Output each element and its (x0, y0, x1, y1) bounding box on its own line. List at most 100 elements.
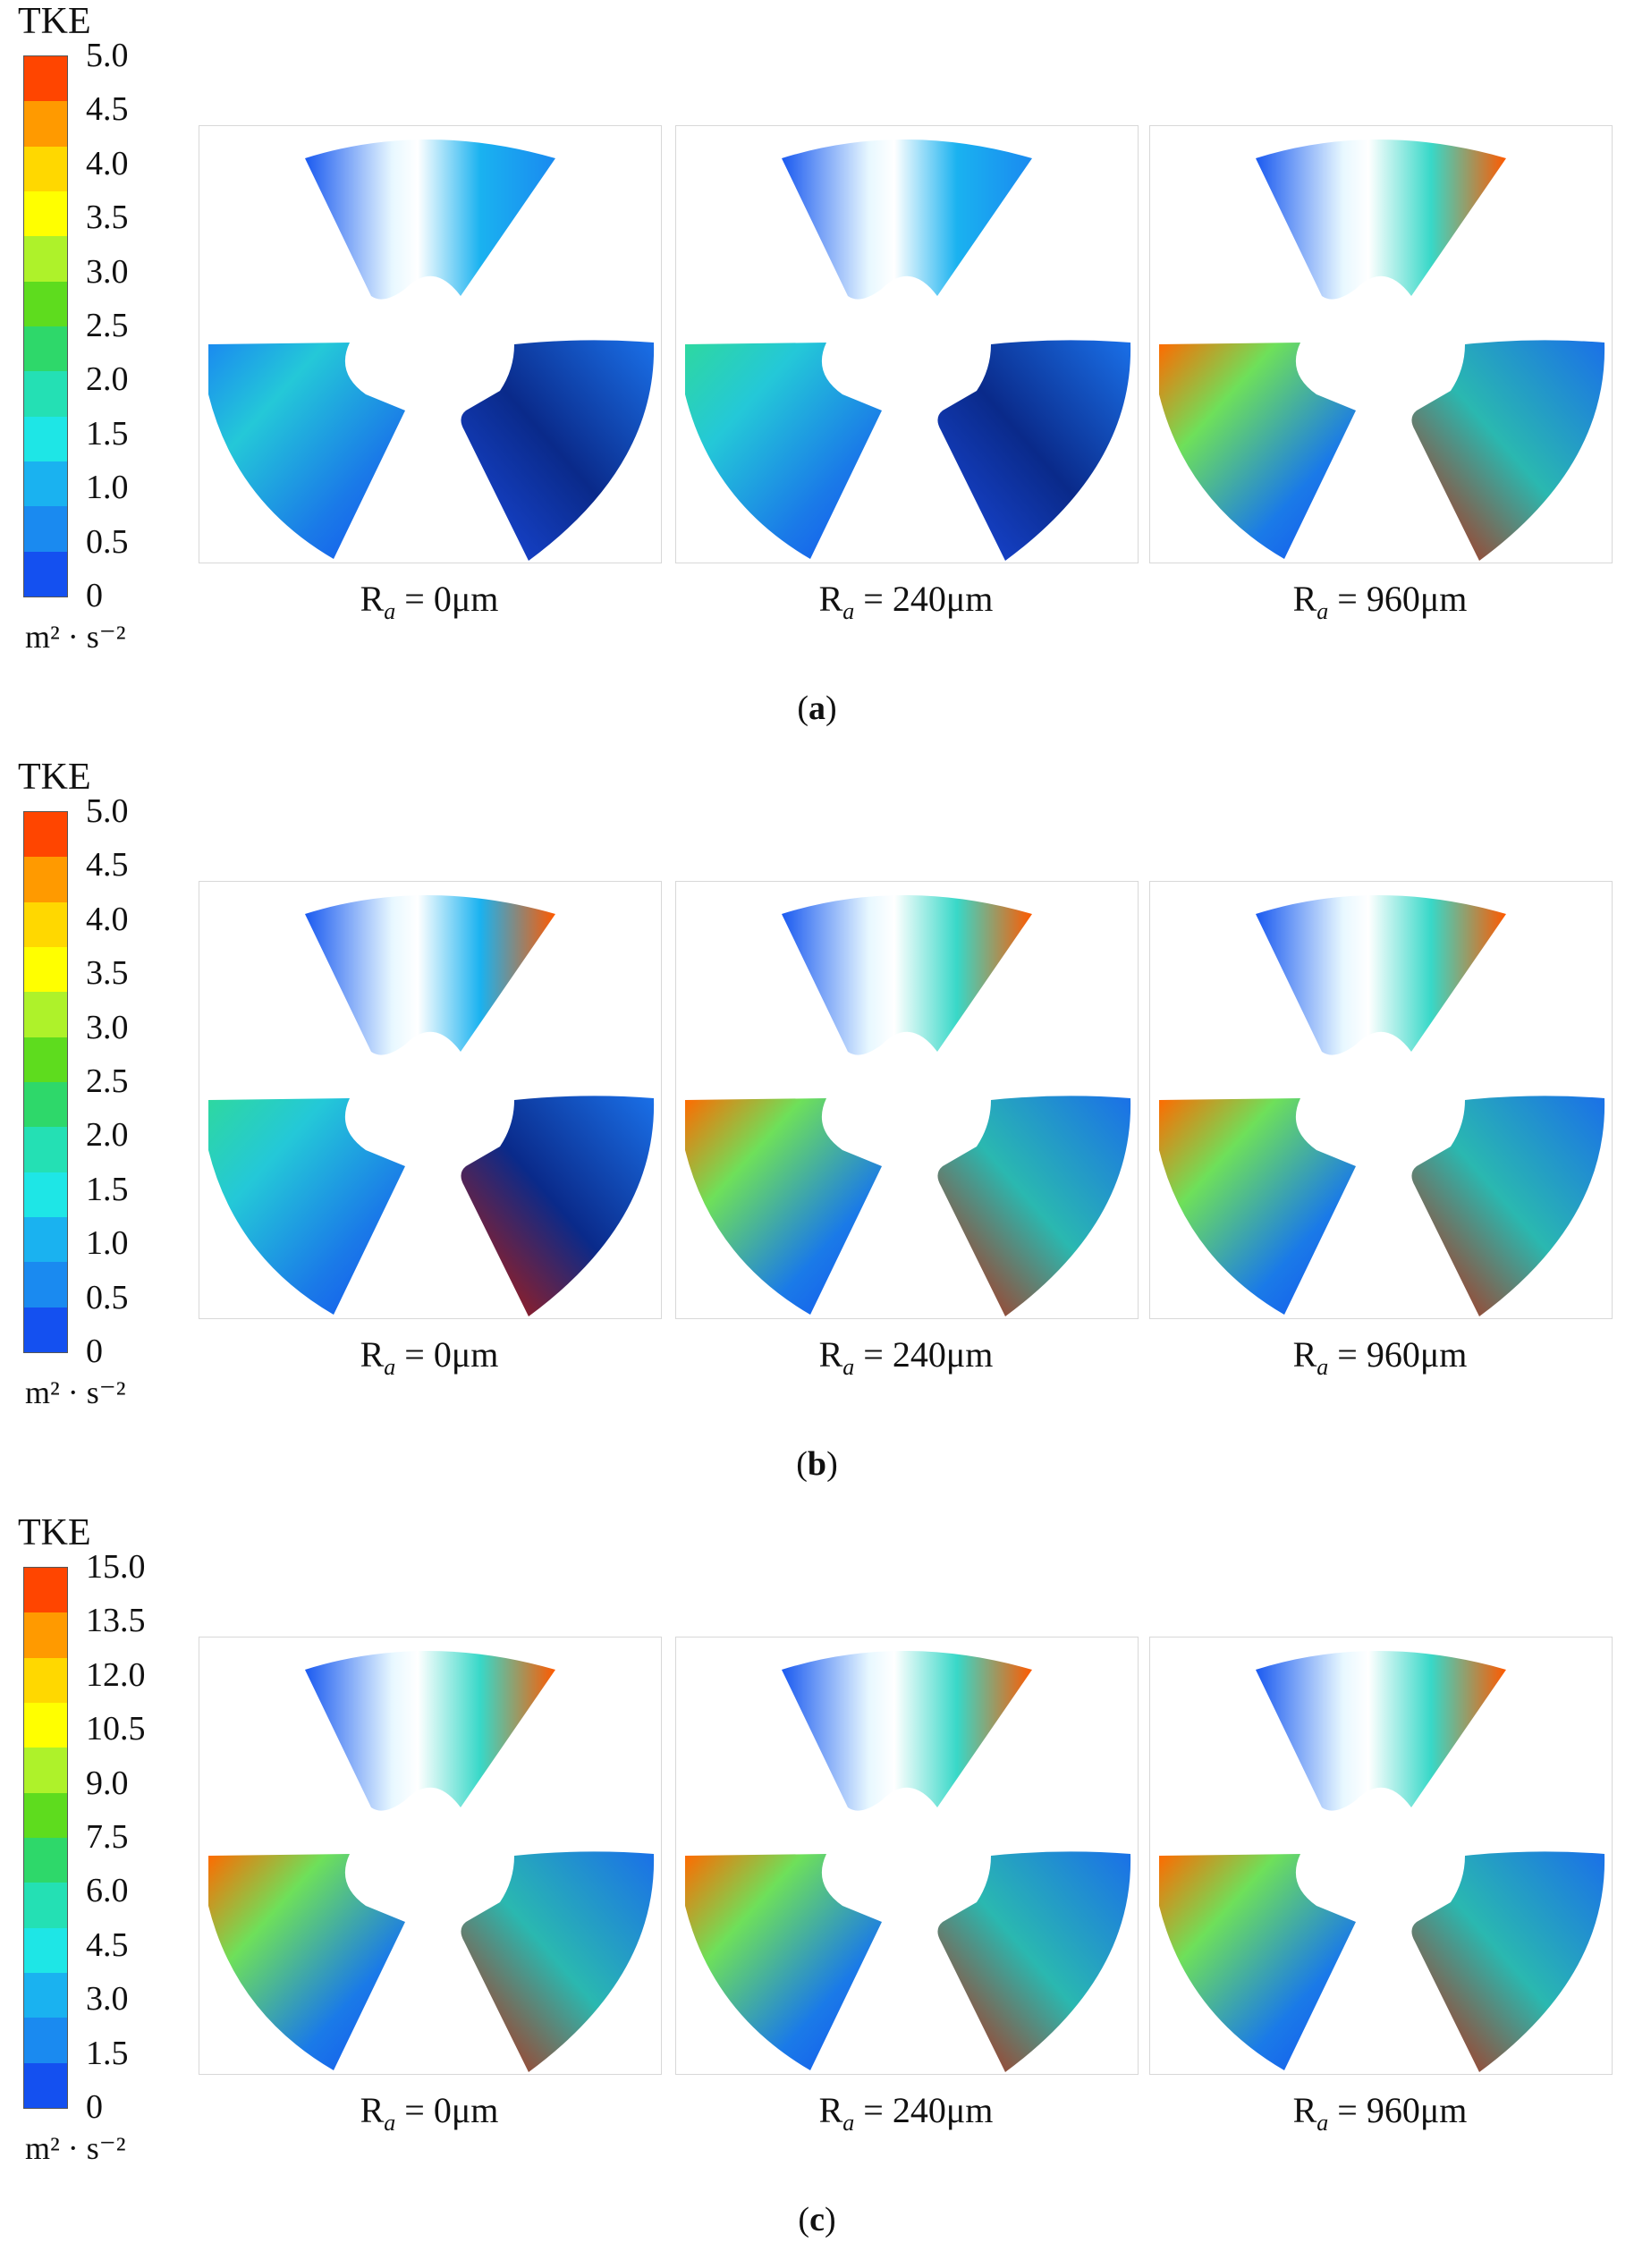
colorbar-swatch (24, 461, 67, 507)
roughness-value: = 240μm (854, 2090, 994, 2130)
roughness-subscript: a (384, 1354, 396, 1380)
colorbar-swatch (24, 2018, 67, 2063)
colorbar-swatch (24, 2062, 67, 2108)
colorbar-legend: TKE 5.0 4.5 4.0 3.5 3.0 2.5 2.0 1.5 1.0 0.5 0 m² · s… (13, 0, 191, 680)
colorbar-tick-label: 0.5 (86, 1278, 129, 1316)
colorbar-swatch (24, 946, 67, 993)
figure-row-c: TKE 15.0 13.5 12.0 10.5 9.0 7.5 6.0 4.5 3.0 1.5 0 m²… (0, 1511, 1634, 2263)
colorbar-tick-label: 0 (86, 2088, 103, 2126)
colorbar-tick-label: 3.0 (86, 252, 129, 291)
roughness-subscript: a (384, 598, 396, 624)
colorbar-tick-label: 5.0 (86, 792, 129, 830)
top-blade-contour (1256, 895, 1506, 1055)
contour-panel (199, 125, 662, 563)
roughness-value: = 240μm (854, 1334, 994, 1375)
right-blade-contour (937, 1096, 1131, 1316)
colorbar-swatch (24, 416, 67, 461)
roughness-symbol: R (818, 1334, 843, 1375)
roughness-symbol: R (360, 579, 385, 619)
colorbar-tick-label: 3.0 (86, 1980, 129, 2018)
top-blade-contour (305, 1651, 555, 1811)
roughness-symbol: R (1292, 579, 1317, 619)
contour-plot (685, 1651, 1131, 2072)
subfigure-letter: c (809, 2201, 825, 2238)
colorbar-swatch (24, 281, 67, 326)
legend-title: TKE (18, 757, 91, 798)
contour-plot (1159, 140, 1605, 561)
roughness-symbol: R (360, 1334, 385, 1375)
colorbar-tick-label: 6.0 (86, 1872, 129, 1910)
contour-panel (675, 1637, 1139, 2075)
colorbar-swatch (24, 1792, 67, 1838)
colorbar-swatch (24, 1216, 67, 1263)
colorbar-tick-label: 2.0 (86, 360, 129, 399)
contour-panel (1149, 125, 1613, 563)
colorbar-tick-label: 10.5 (86, 1710, 146, 1748)
roughness-subscript: a (842, 1354, 855, 1380)
right-blade-contour (1411, 1096, 1605, 1316)
roughness-subscript: a (1317, 1354, 1329, 1380)
subfigure-caption: (c) (798, 2201, 836, 2238)
right-blade-contour (461, 1096, 655, 1316)
roughness-subscript: a (1317, 2110, 1329, 2136)
colorbar-swatch (24, 1568, 67, 1613)
left-blade-contour (1159, 1098, 1356, 1315)
colorbar-legend: TKE 15.0 13.5 12.0 10.5 9.0 7.5 6.0 4.5 3.0 1.5 0 m²… (13, 1511, 191, 2191)
roughness-subscript: a (842, 598, 855, 624)
roughness-value: = 960μm (1328, 1334, 1468, 1375)
colorbar-tick-label: 3.5 (86, 954, 129, 993)
roughness-label: Ra = 240μm (675, 1335, 1137, 1387)
figure-row-b: TKE 5.0 4.5 4.0 3.5 3.0 2.5 2.0 1.5 1.0 0.5 0 m² · s… (0, 756, 1634, 1507)
colorbar-swatch (24, 1172, 67, 1217)
top-blade-contour (782, 895, 1032, 1055)
colorbar-swatch (24, 1127, 67, 1172)
right-blade-contour (1411, 340, 1605, 561)
left-blade-contour (685, 1854, 882, 2070)
colorbar-swatch (24, 812, 67, 858)
colorbar-unit: m² · s⁻² (25, 1375, 126, 1410)
colorbar-swatch (24, 146, 67, 191)
top-blade-contour (782, 1651, 1032, 1811)
colorbar-swatch (24, 371, 67, 417)
colorbar-swatch (24, 1927, 67, 1973)
contour-panel (675, 125, 1139, 563)
colorbar-tick-label: 1.0 (86, 1224, 129, 1263)
colorbar-tick-label: 4.0 (86, 144, 129, 182)
colorbar-tick-label: 2.5 (86, 1062, 129, 1100)
contour-plot (1159, 895, 1605, 1316)
colorbar-swatch (24, 56, 67, 102)
colorbar (23, 811, 68, 1353)
roughness-subscript: a (384, 2110, 396, 2136)
colorbar (23, 55, 68, 597)
colorbar-tick-label: 4.5 (86, 1925, 129, 1964)
colorbar-tick-label: 2.0 (86, 1116, 129, 1155)
colorbar-swatch (24, 326, 67, 372)
contour-plot (208, 1651, 655, 2072)
colorbar-swatch (24, 1037, 67, 1082)
colorbar-tick-label: 3.5 (86, 199, 129, 237)
contour-panel (199, 1637, 662, 2075)
colorbar-swatch (24, 236, 67, 282)
roughness-label: Ra = 240μm (675, 580, 1137, 631)
colorbar-tick-label: 9.0 (86, 1764, 129, 1802)
top-blade-contour (1256, 1651, 1506, 1811)
colorbar-swatch (24, 1702, 67, 1748)
roughness-symbol: R (1292, 2090, 1317, 2130)
colorbar (23, 1567, 68, 2109)
contour-plot (1159, 1651, 1605, 2072)
roughness-label: Ra = 240μm (675, 2091, 1137, 2143)
subfigure-caption: (b) (796, 1445, 838, 1483)
colorbar-tick-label: 5.0 (86, 37, 129, 74)
roughness-value: = 0μm (395, 2090, 499, 2130)
colorbar-tick-label: 12.0 (86, 1655, 146, 1694)
left-blade-contour (685, 343, 882, 559)
colorbar-swatch (24, 1972, 67, 2018)
colorbar-tick-label: 1.0 (86, 469, 129, 507)
left-blade-contour (208, 1854, 405, 2070)
colorbar-unit: m² · s⁻² (25, 619, 126, 655)
contour-plot (685, 895, 1131, 1316)
colorbar-unit: m² · s⁻² (25, 2130, 126, 2166)
colorbar-swatch (24, 1837, 67, 1883)
roughness-symbol: R (818, 579, 843, 619)
top-blade-contour (782, 140, 1032, 300)
